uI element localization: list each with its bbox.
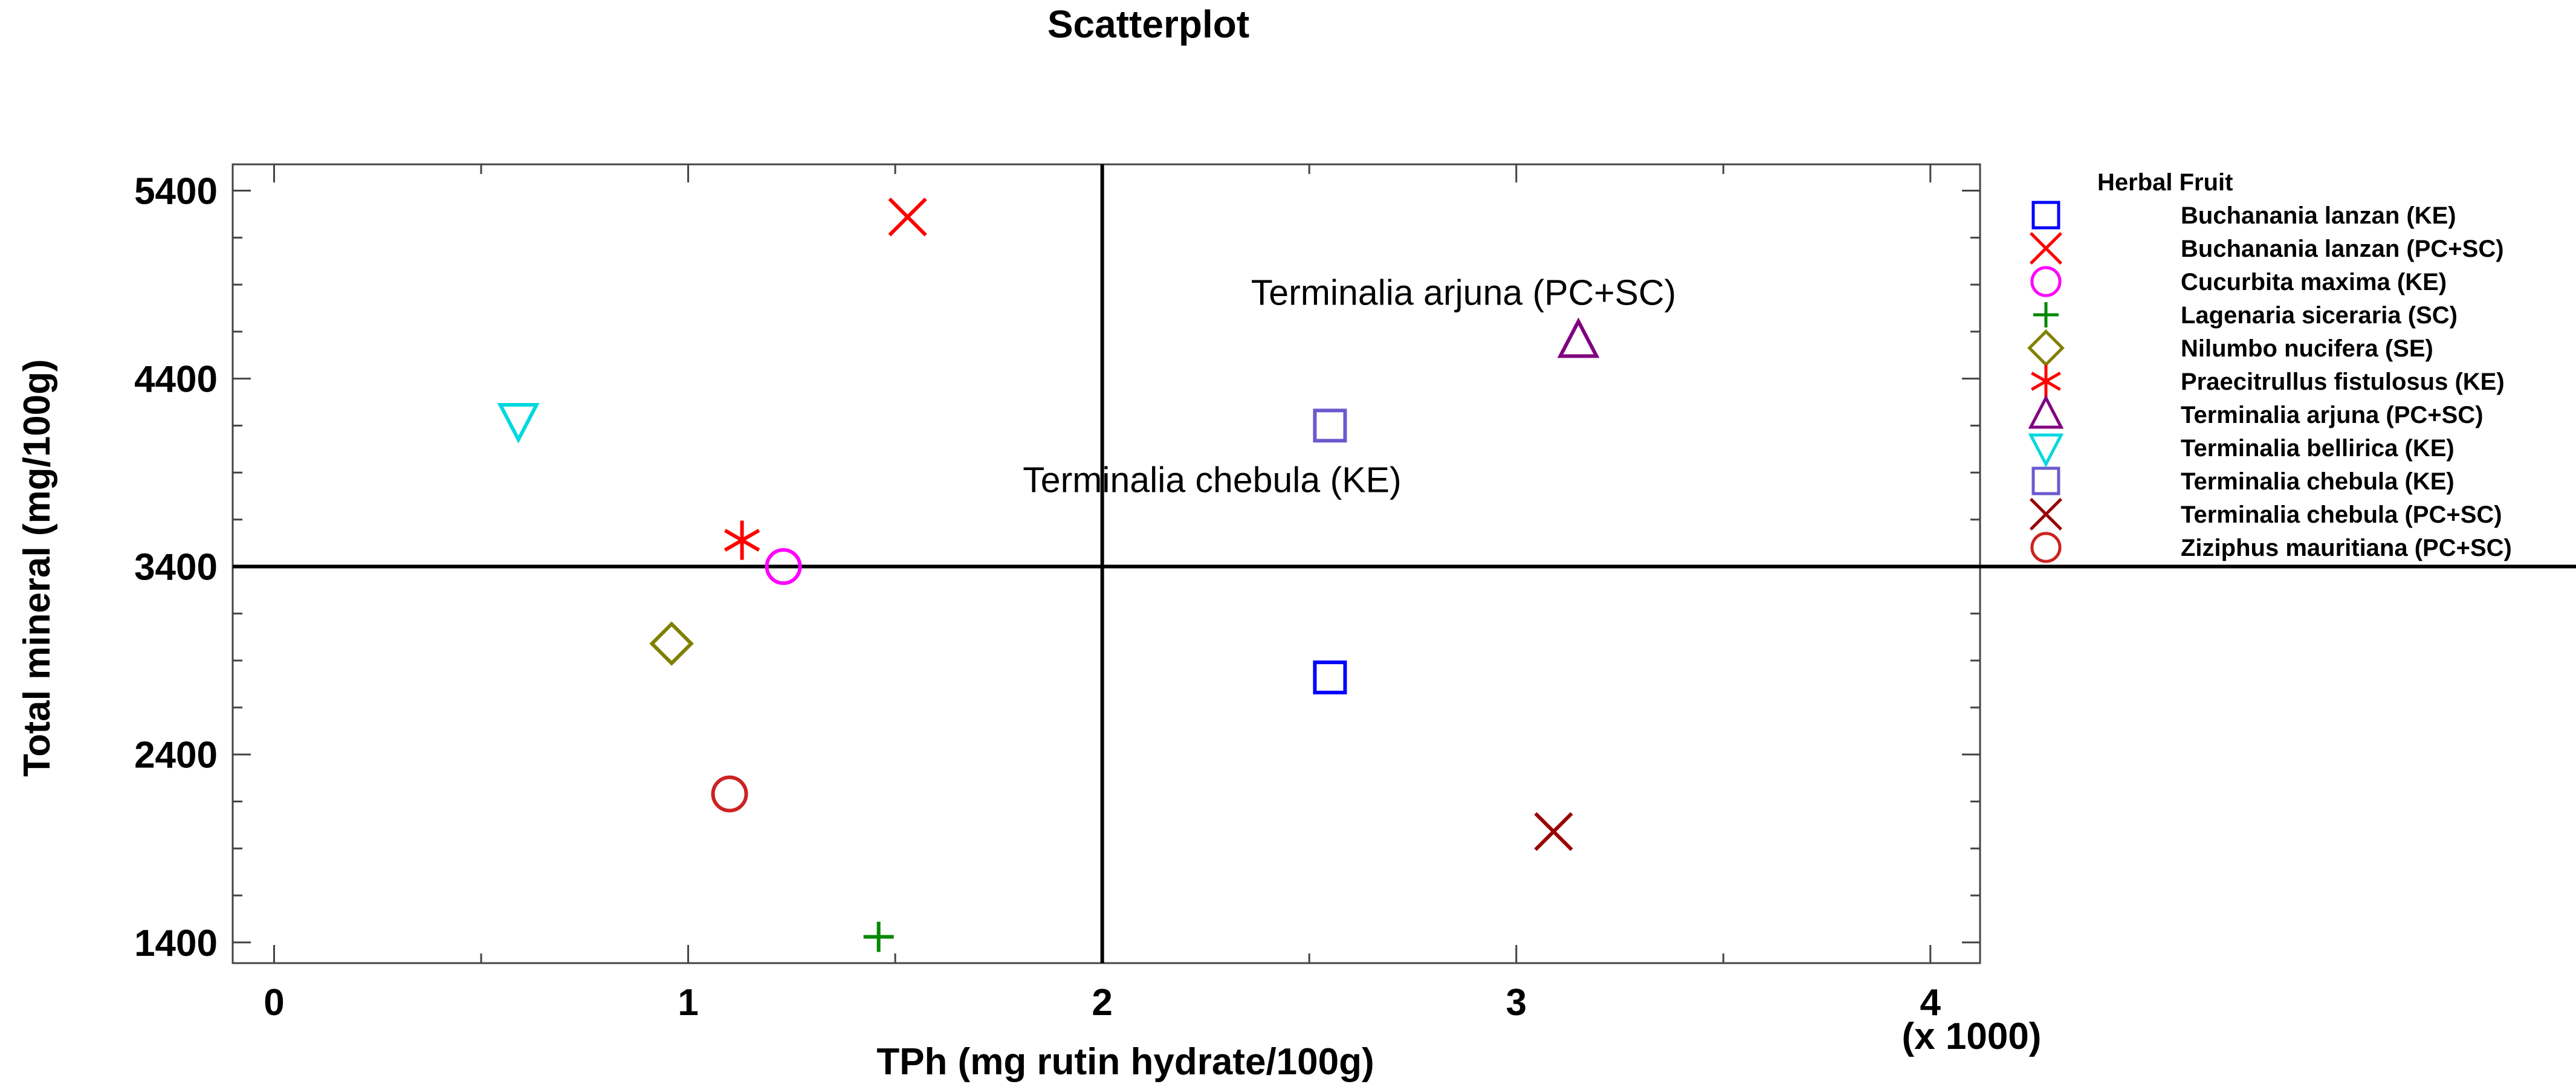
legend-marker <box>2031 466 2060 495</box>
legend-label: Terminalia arjuna (PC+SC) <box>2181 402 2484 428</box>
data-point <box>1313 660 1347 695</box>
point-annotation: Terminalia arjuna (PC+SC) <box>1251 272 1676 312</box>
legend-marker <box>2027 329 2065 367</box>
data-point <box>863 921 894 952</box>
point-annotation: Terminalia chebula (KE) <box>1023 460 1401 500</box>
data-point <box>1557 317 1600 358</box>
x-axis-label: TPh (mg rutin hydrate/100g) <box>876 1041 1374 1083</box>
chart-title: Scatterplot <box>1047 2 1249 46</box>
data-point <box>723 520 760 560</box>
legend-marker <box>2030 532 2062 563</box>
x-tick-label: 4 <box>1920 982 1941 1024</box>
data-point <box>765 548 802 585</box>
data-point <box>1534 812 1573 851</box>
legend-marker <box>2028 433 2064 468</box>
y-tick-label: 4400 <box>134 359 218 401</box>
x-tick-label: 1 <box>678 982 698 1024</box>
plot-frame <box>231 163 1981 964</box>
data-point <box>888 197 927 237</box>
x-multiplier-label: (x 1000) <box>1902 1016 2042 1057</box>
legend-label: Lagenaria siceraria (SC) <box>2181 302 2458 329</box>
legend-marker <box>2030 498 2062 530</box>
data-points <box>497 197 1600 952</box>
y-tick-label: 1400 <box>134 923 218 964</box>
axis-ticks: 0 1 2 3 4 1400 2400 3400 4400 5400 <box>134 164 1980 1024</box>
legend-marker <box>2033 302 2059 327</box>
legend-label: Cucurbita maxima (KE) <box>2181 269 2447 295</box>
legend-label: Nilumbo nucifera (SE) <box>2181 335 2433 362</box>
y-tick-label: 5400 <box>134 171 218 213</box>
legend-marker <box>2030 232 2062 265</box>
legend-label: Terminalia chebula (PC+SC) <box>2181 501 2502 528</box>
y-tick-label: 3400 <box>134 547 218 589</box>
reference-lines <box>233 164 2576 963</box>
legend-marker <box>2030 266 2062 297</box>
legend-marker <box>2031 364 2061 398</box>
data-point <box>711 775 748 813</box>
legend-marker <box>2031 201 2060 230</box>
data-point <box>497 403 540 444</box>
legend-label: Praecitrullus fistulosus (KE) <box>2181 369 2505 395</box>
legend-label: Terminalia chebula (KE) <box>2181 468 2455 495</box>
annotations: Terminalia arjuna (PC+SC) Terminalia cheb… <box>1023 272 1676 500</box>
y-axis-label: Total mineral (mg/100g) <box>16 359 58 776</box>
legend-label: Terminalia bellirica (KE) <box>2181 435 2455 462</box>
x-tick-label: 2 <box>1092 982 1112 1024</box>
legend-label: Buchanania lanzan (KE) <box>2181 202 2456 229</box>
y-tick-label: 2400 <box>134 735 218 776</box>
data-point <box>649 621 694 666</box>
legend-marker <box>2028 395 2064 429</box>
legend-title: Herbal Fruit <box>2097 169 2233 196</box>
x-tick-label: 3 <box>1506 982 1526 1024</box>
legend-label: Ziziphus mauritiana (PC+SC) <box>2181 535 2512 561</box>
legend: Herbal Fruit Buchanania lanzan (KE) Bucha… <box>2027 169 2512 563</box>
data-point <box>1313 408 1347 443</box>
legend-label: Buchanania lanzan (PC+SC) <box>2181 236 2504 262</box>
x-tick-label: 0 <box>264 982 284 1024</box>
plot-area <box>231 163 1981 964</box>
